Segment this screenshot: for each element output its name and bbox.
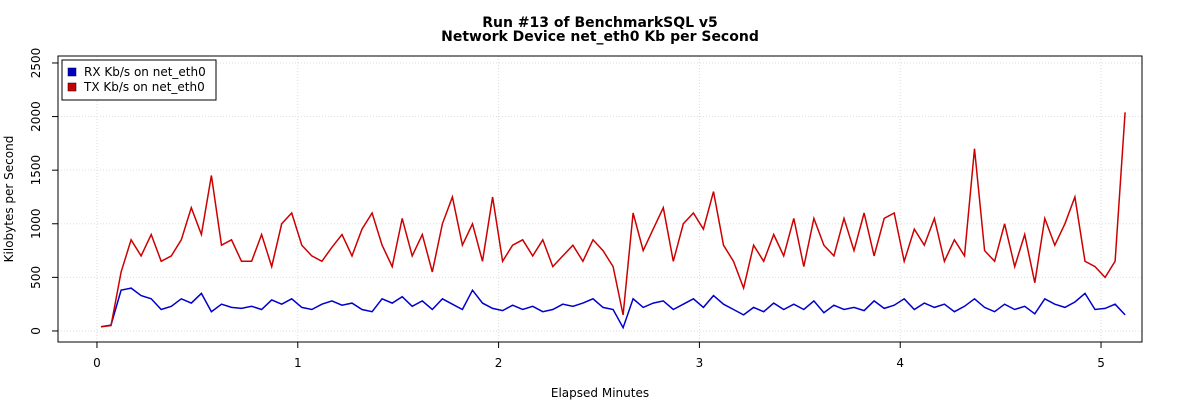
y-tick-label: 1500: [29, 155, 43, 186]
plot-frame: [57, 55, 1143, 343]
legend-swatch: [67, 82, 77, 92]
x-tick-label: 1: [294, 356, 302, 370]
legend-swatch: [67, 67, 77, 77]
series-line: [100, 112, 1126, 328]
y-tick-label: 500: [29, 266, 43, 289]
y-tick-label: 0: [29, 327, 43, 335]
y-tick-label: 2500: [29, 48, 43, 79]
chart-subtitle: Network Device net_eth0 Kb per Second: [441, 29, 759, 45]
x-tick-label: 2: [495, 356, 503, 370]
x-tick-label: 4: [896, 356, 904, 370]
legend-label: TX Kb/s on net_eth0: [83, 80, 205, 94]
x-tick-label: 3: [696, 356, 704, 370]
chart-title: Run #13 of BenchmarkSQL v5: [482, 15, 718, 31]
y-tick-label: 1000: [29, 208, 43, 239]
legend-box: [61, 59, 217, 101]
y-axis-label: Kilobytes per Second: [2, 136, 16, 263]
series-line: [100, 287, 1126, 330]
legend-label: RX Kb/s on net_eth0: [84, 65, 206, 79]
x-axis-label: Elapsed Minutes: [551, 386, 649, 400]
x-tick-label: 0: [93, 356, 101, 370]
y-tick-label: 2000: [29, 101, 43, 132]
x-tick-label: 5: [1097, 356, 1105, 370]
